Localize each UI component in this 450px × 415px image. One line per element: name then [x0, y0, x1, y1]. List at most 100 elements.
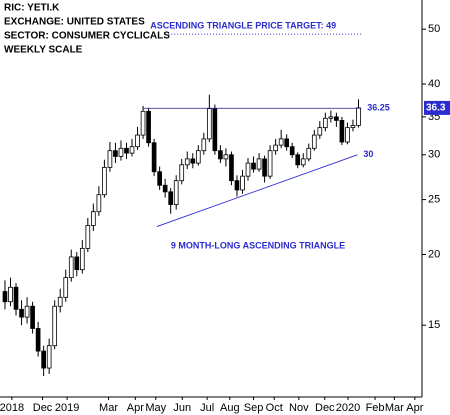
- candle-body: [334, 116, 339, 121]
- x-tick-label: Apr: [127, 402, 144, 414]
- candle-body: [300, 158, 306, 166]
- candle-body: [41, 350, 46, 369]
- candle-body: [151, 142, 157, 173]
- candle-body: [273, 144, 278, 152]
- candle-body: [13, 286, 19, 310]
- candle-body: [212, 108, 218, 152]
- x-tick-label: May: [145, 402, 166, 414]
- x-tick-label: Mar: [99, 402, 118, 414]
- resistance-label: 36.25: [367, 103, 390, 113]
- candle-body: [223, 154, 229, 160]
- last-price-tag: [424, 100, 450, 115]
- candle-body: [295, 154, 301, 166]
- candle-body: [323, 117, 328, 129]
- x-tick-label: Aug: [220, 402, 240, 414]
- y-tick-label: 25: [428, 193, 440, 205]
- x-tick-label: 2020: [336, 402, 360, 414]
- candle-body: [24, 305, 30, 318]
- candle-body: [262, 158, 267, 177]
- y-tick-label: 40: [428, 78, 440, 90]
- candle-body: [256, 158, 262, 170]
- candle-body: [184, 158, 190, 166]
- candle-body: [245, 162, 251, 177]
- x-tick-label: Dec: [315, 402, 335, 414]
- y-tick-label: 20: [428, 248, 440, 260]
- info-line: SECTOR: CONSUMER CYCLICALS: [4, 31, 170, 42]
- candle-body: [234, 180, 240, 191]
- candle-body: [356, 107, 361, 126]
- candle-body: [30, 305, 35, 329]
- support-line: [156, 154, 358, 228]
- x-tick-label: Mar: [385, 402, 404, 414]
- x-tick-label: Dec: [33, 402, 53, 414]
- candle-body: [68, 256, 74, 279]
- candle-body: [129, 146, 135, 154]
- candle-body: [140, 110, 146, 136]
- candle-body: [190, 158, 196, 164]
- info-line: EXCHANGE: UNITED STATES: [4, 17, 145, 28]
- candle-body: [118, 147, 124, 157]
- candle-body: [179, 164, 185, 182]
- info-line: WEEKLY SCALE: [4, 45, 83, 56]
- candle-body: [96, 194, 102, 213]
- info-line: RIC: YETI.K: [4, 3, 60, 14]
- candle-body: [267, 150, 273, 177]
- candle-body: [240, 175, 245, 191]
- target-label: ASCENDING TRIANGLE PRICE TARGET: 49: [150, 21, 336, 31]
- x-tick-label: Apr: [406, 402, 423, 414]
- x-tick-label: Sep: [244, 402, 264, 414]
- candle-body: [278, 138, 284, 146]
- x-tick-label: Jul: [200, 402, 214, 414]
- x-tick-label: Feb: [366, 402, 385, 414]
- candle-body: [157, 171, 162, 186]
- candle-body: [162, 184, 168, 193]
- candle-body: [85, 225, 91, 249]
- candle-body: [195, 150, 201, 164]
- y-tick-label: 50: [428, 23, 440, 35]
- candle-body: [107, 150, 113, 168]
- candle-body: [201, 138, 207, 152]
- candle-body: [173, 180, 179, 205]
- x-tick-label: Nov: [289, 402, 309, 414]
- x-tick-label: Jun: [173, 402, 191, 414]
- candle-body: [306, 147, 312, 160]
- candle-body: [19, 308, 24, 318]
- last-price-label: 36.3: [426, 103, 446, 114]
- candle-body: [229, 154, 234, 182]
- candle-body: [284, 138, 290, 148]
- candle-body: [289, 146, 295, 156]
- x-tick-label: 2018: [0, 402, 24, 414]
- candle-body: [63, 277, 69, 298]
- x-tick-label: 2019: [55, 402, 79, 414]
- candle-body: [328, 116, 334, 119]
- y-tick-label: 30: [428, 149, 440, 161]
- x-tick-label: Oct: [266, 402, 283, 414]
- candle-body: [46, 345, 52, 369]
- candle-body: [91, 211, 96, 226]
- candle-body: [339, 120, 345, 143]
- candle-body: [74, 256, 80, 271]
- candle-body: [135, 134, 140, 148]
- candle-body: [79, 247, 85, 271]
- candle-body: [146, 110, 151, 144]
- y-tick-label: 15: [428, 319, 440, 331]
- candle-body: [124, 147, 129, 154]
- pattern-label: 9 MONTH-LONG ASCENDING TRIANGLE: [171, 240, 345, 250]
- candle-body: [317, 127, 323, 136]
- support-label: 30: [363, 149, 373, 159]
- candle-body: [218, 150, 223, 160]
- candle-body: [102, 166, 107, 196]
- candle-body: [311, 134, 317, 149]
- candle-body: [350, 125, 356, 129]
- candle-body: [35, 328, 41, 352]
- candle-body: [8, 286, 13, 303]
- candle-body: [2, 291, 8, 303]
- candle-body: [345, 127, 350, 143]
- candle-body: [52, 305, 58, 347]
- candle-body: [207, 108, 212, 140]
- candle-body: [113, 150, 118, 157]
- candle-body: [57, 296, 63, 307]
- candle-body: [168, 191, 174, 205]
